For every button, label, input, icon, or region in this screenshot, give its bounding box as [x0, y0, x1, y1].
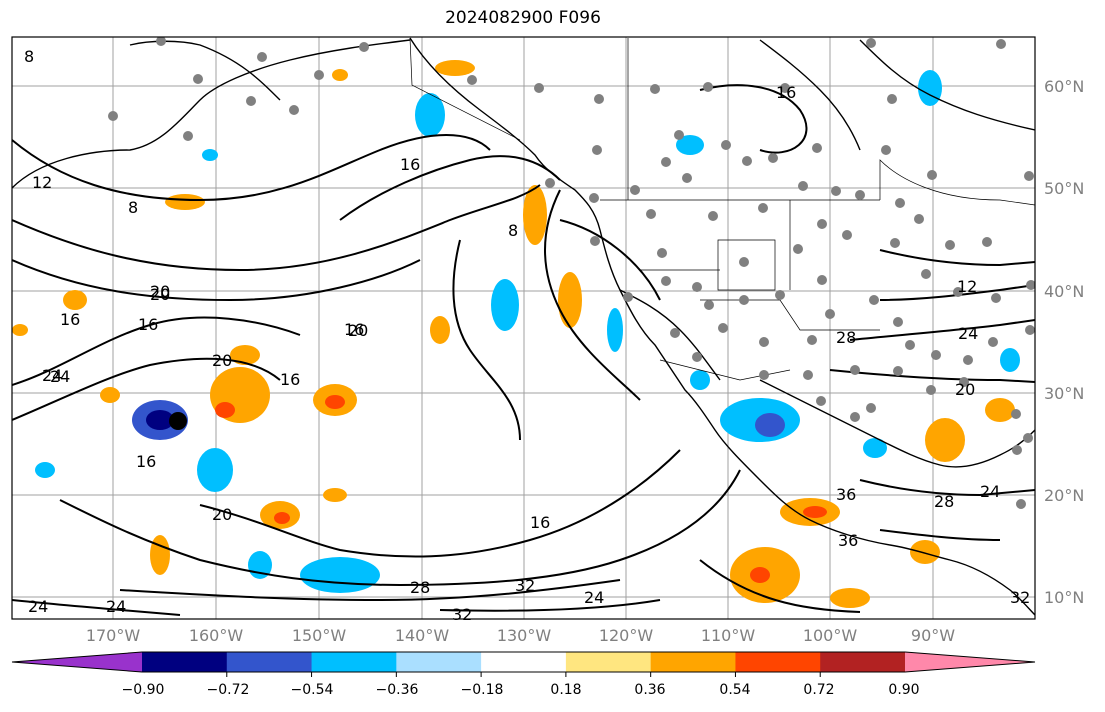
colorbar-extend-high: [905, 652, 1035, 672]
contour-label: 20: [150, 282, 170, 301]
colorbar-tick-label: −0.54: [290, 682, 334, 698]
colorbar-segment: [650, 652, 736, 672]
lat-label-60n: 60°N: [1044, 77, 1085, 96]
colorbar-tick-label: 0.36: [634, 682, 666, 698]
colorbar-tick-label: 0.90: [888, 682, 920, 698]
colorbar-segment: [142, 652, 228, 672]
colorbar-tick-label: 0.18: [550, 682, 582, 698]
lat-label-10n: 10°N: [1044, 588, 1085, 607]
colorbar-tick-label: −0.72: [206, 682, 250, 698]
station-markers: [108, 37, 1035, 509]
contour-label: 24: [42, 366, 62, 385]
colorbar-segment: [735, 652, 821, 672]
contour-label: 32: [1010, 588, 1030, 607]
contour-label: 20: [212, 351, 232, 370]
colorbar-segment: [311, 652, 397, 672]
lon-label-170w: 170°W: [85, 626, 141, 645]
contour-label: 16: [344, 320, 364, 339]
lat-label-40n: 40°N: [1044, 282, 1085, 301]
contour-label: 16: [530, 513, 550, 532]
colorbar-segment: [396, 652, 482, 672]
negative-anomaly-shading: [35, 70, 1020, 593]
colorbar-tick-label: −0.18: [460, 682, 504, 698]
contour-label: 24: [980, 482, 1000, 501]
lon-label-140w: 140°W: [394, 626, 450, 645]
height-contours: [12, 84, 1035, 616]
colorbar-tick-label: −0.90: [121, 682, 165, 698]
storm-center-marker: [169, 412, 187, 430]
contour-label: 8: [24, 47, 34, 66]
contour-label: 32: [452, 605, 472, 624]
colorbar-extend-low: [12, 652, 142, 672]
contour-label: 20: [955, 380, 975, 399]
contour-label: 28: [934, 492, 954, 511]
lon-label-100w: 100°W: [802, 626, 858, 645]
colorbar-segment: [226, 652, 313, 672]
contour-label: 32: [515, 576, 535, 595]
contour-label: 16: [776, 83, 796, 102]
contour-label: 20: [212, 505, 232, 524]
colorbar-tick-label: 0.54: [719, 682, 751, 698]
colorbar-tick-label: 0.72: [803, 682, 835, 698]
colorbar-outline: [11, 651, 1036, 673]
contour-label: 24: [106, 597, 126, 616]
contour-label: 16: [138, 315, 158, 334]
contour-label: 20: [348, 321, 368, 340]
contour-label: 24: [584, 588, 604, 607]
colorbar-segment: [565, 652, 652, 672]
lat-label-20n: 20°N: [1044, 486, 1085, 505]
lon-label-110w: 110°W: [700, 626, 756, 645]
coastlines: [12, 37, 1035, 616]
contour-label: 28: [410, 578, 430, 597]
lon-label-160w: 160°W: [188, 626, 244, 645]
contour-label: 16: [136, 452, 156, 471]
political-borders: [409, 37, 1035, 381]
contour-label: 36: [836, 485, 856, 504]
contour-label: 16: [60, 310, 80, 329]
colorbar-segment: [481, 652, 567, 672]
lon-label-150w: 150°W: [291, 626, 347, 645]
contour-label: 8: [128, 198, 138, 217]
colorbar-segment: [820, 652, 906, 672]
map-frame: [11, 36, 1036, 620]
contour-label: 16: [280, 370, 300, 389]
contour-label: 24: [50, 367, 70, 386]
contour-label: 36: [838, 531, 858, 550]
contour-label: 24: [958, 324, 978, 343]
lat-label-50n: 50°N: [1044, 179, 1085, 198]
contour-label: 28: [836, 328, 856, 347]
lon-label-120w: 120°W: [598, 626, 654, 645]
map-title: 2024082900 F096: [445, 8, 601, 28]
positive-anomaly-shading: [12, 60, 1015, 608]
contour-label: 16: [400, 155, 420, 174]
contour-label: 12: [32, 173, 52, 192]
contour-label: 8: [508, 221, 518, 240]
contour-label: 20: [150, 285, 170, 304]
lon-label-130w: 130°W: [496, 626, 552, 645]
contour-label: 12: [957, 277, 977, 296]
contour-label: 24: [28, 597, 48, 616]
lat-label-30n: 30°N: [1044, 384, 1085, 403]
lon-label-90w: 90°W: [910, 626, 956, 645]
colorbar: [11, 651, 1036, 677]
colorbar-tick-label: −0.36: [375, 682, 419, 698]
